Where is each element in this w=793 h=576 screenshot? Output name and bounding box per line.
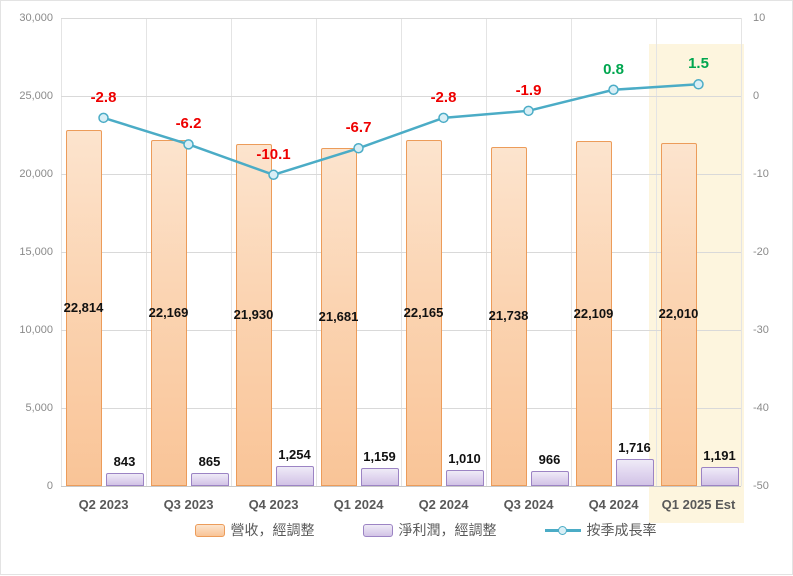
growth-value-label: 1.5 <box>688 55 709 73</box>
category-label: Q3 2024 <box>503 497 554 512</box>
net-profit-value-label: 865 <box>198 453 221 469</box>
h-gridline <box>61 408 741 409</box>
net-profit-value-label: 1,159 <box>363 448 396 464</box>
net-profit-value-label: 1,254 <box>278 447 311 463</box>
right-axis-tick-label: 0 <box>753 90 760 102</box>
growth-value-label: -1.9 <box>515 81 542 99</box>
left-axis-tick-label: 15,000 <box>19 246 53 258</box>
revenue-value-label: 21,930 <box>233 306 274 322</box>
revenue-bar <box>65 130 102 486</box>
growth-marker <box>438 112 449 124</box>
revenue-bar <box>660 142 697 486</box>
legend-item: 按季成長率 <box>544 520 657 540</box>
category-label: Q1 2024 <box>333 497 384 512</box>
right-axis-tick-label: -10 <box>753 168 769 180</box>
right-axis-tick-label: -20 <box>753 246 769 258</box>
legend-label: 營收，經調整 <box>230 522 315 538</box>
revenue-value-label: 22,165 <box>403 305 444 321</box>
growth-value-label: -2.8 <box>90 88 117 106</box>
left-axis-tick-label: 10,000 <box>19 324 53 336</box>
h-gridline <box>61 252 741 253</box>
h-gridline <box>61 330 741 331</box>
left-axis-tick-label: 30,000 <box>19 12 53 24</box>
net-profit-value-label: 1,010 <box>448 451 481 467</box>
growth-marker <box>98 112 109 124</box>
net-profit-value-label: 1,716 <box>618 440 651 456</box>
legend-swatch-net-profit <box>362 523 393 537</box>
revenue-value-label: 22,010 <box>658 306 699 322</box>
net-profit-bar <box>190 472 229 486</box>
growth-value-label: -6.7 <box>345 119 372 137</box>
growth-value-label: 0.8 <box>603 60 624 78</box>
h-gridline <box>61 18 741 19</box>
net-profit-value-label: 843 <box>113 453 136 469</box>
category-label: Q3 2023 <box>163 497 214 512</box>
legend-label: 按季成長率 <box>586 522 657 538</box>
right-axis-tick-label: -30 <box>753 324 769 336</box>
left-axis-tick-label: 25,000 <box>19 90 53 102</box>
growth-value-label: -2.8 <box>430 88 457 106</box>
growth-marker <box>693 79 704 90</box>
category-label: Q4 2023 <box>248 497 299 512</box>
legend-swatch-growth-line <box>544 524 581 537</box>
net-profit-bar <box>275 466 314 486</box>
net-profit-value-label: 1,191 <box>703 448 736 464</box>
net-profit-bar <box>700 467 739 486</box>
revenue-value-label: 21,681 <box>318 308 359 324</box>
net-profit-value-label: 966 <box>538 451 561 467</box>
net-profit-bar <box>615 459 654 486</box>
revenue-bar <box>575 141 612 486</box>
left-axis-tick-label: 20,000 <box>19 168 53 180</box>
legend: 營收，經調整 淨利潤，經調整 按季成長率 <box>1 520 792 540</box>
category-label: Q1 2025 Est <box>661 497 736 512</box>
v-gridline <box>741 18 742 486</box>
net-profit-bar <box>445 470 484 486</box>
revenue-bar <box>490 146 527 486</box>
legend-item: 淨利潤，經調整 <box>362 520 497 540</box>
growth-marker <box>608 84 619 96</box>
category-label: Q4 2024 <box>588 497 639 512</box>
growth-marker <box>523 105 534 117</box>
right-axis-tick-label: -40 <box>753 402 769 414</box>
net-profit-bar <box>360 467 399 486</box>
category-label: Q2 2023 <box>78 497 129 512</box>
revenue-bar <box>150 140 187 486</box>
left-axis-tick-label: 0 <box>46 480 53 492</box>
growth-marker <box>353 143 364 154</box>
growth-line <box>103 83 699 177</box>
legend-label: 淨利潤，經調整 <box>398 522 497 538</box>
revenue-bar <box>320 147 357 486</box>
growth-marker <box>268 169 279 181</box>
net-profit-bar <box>105 472 144 486</box>
revenue-bar <box>235 143 272 486</box>
revenue-value-label: 21,738 <box>488 308 529 324</box>
category-label: Q2 2024 <box>418 497 469 512</box>
net-profit-bar <box>530 470 569 486</box>
revenue-value-label: 22,814 <box>63 300 104 316</box>
right-axis-tick-label: -50 <box>753 480 769 492</box>
revenue-value-label: 22,109 <box>573 305 614 321</box>
h-gridline <box>61 96 741 97</box>
legend-item: 營收，經調整 <box>194 520 315 540</box>
growth-value-label: -6.2 <box>175 115 202 133</box>
growth-value-label: -10.1 <box>256 145 291 163</box>
revenue-bar <box>405 140 442 486</box>
left-axis-tick-label: 5,000 <box>25 402 53 414</box>
h-gridline <box>61 486 741 487</box>
h-gridline <box>61 174 741 175</box>
legend-swatch-revenue <box>194 523 225 537</box>
revenue-value-label: 22,169 <box>148 305 189 321</box>
legend-line-marker <box>557 525 567 535</box>
right-axis-tick-label: 10 <box>753 12 766 24</box>
growth-marker <box>183 139 194 150</box>
